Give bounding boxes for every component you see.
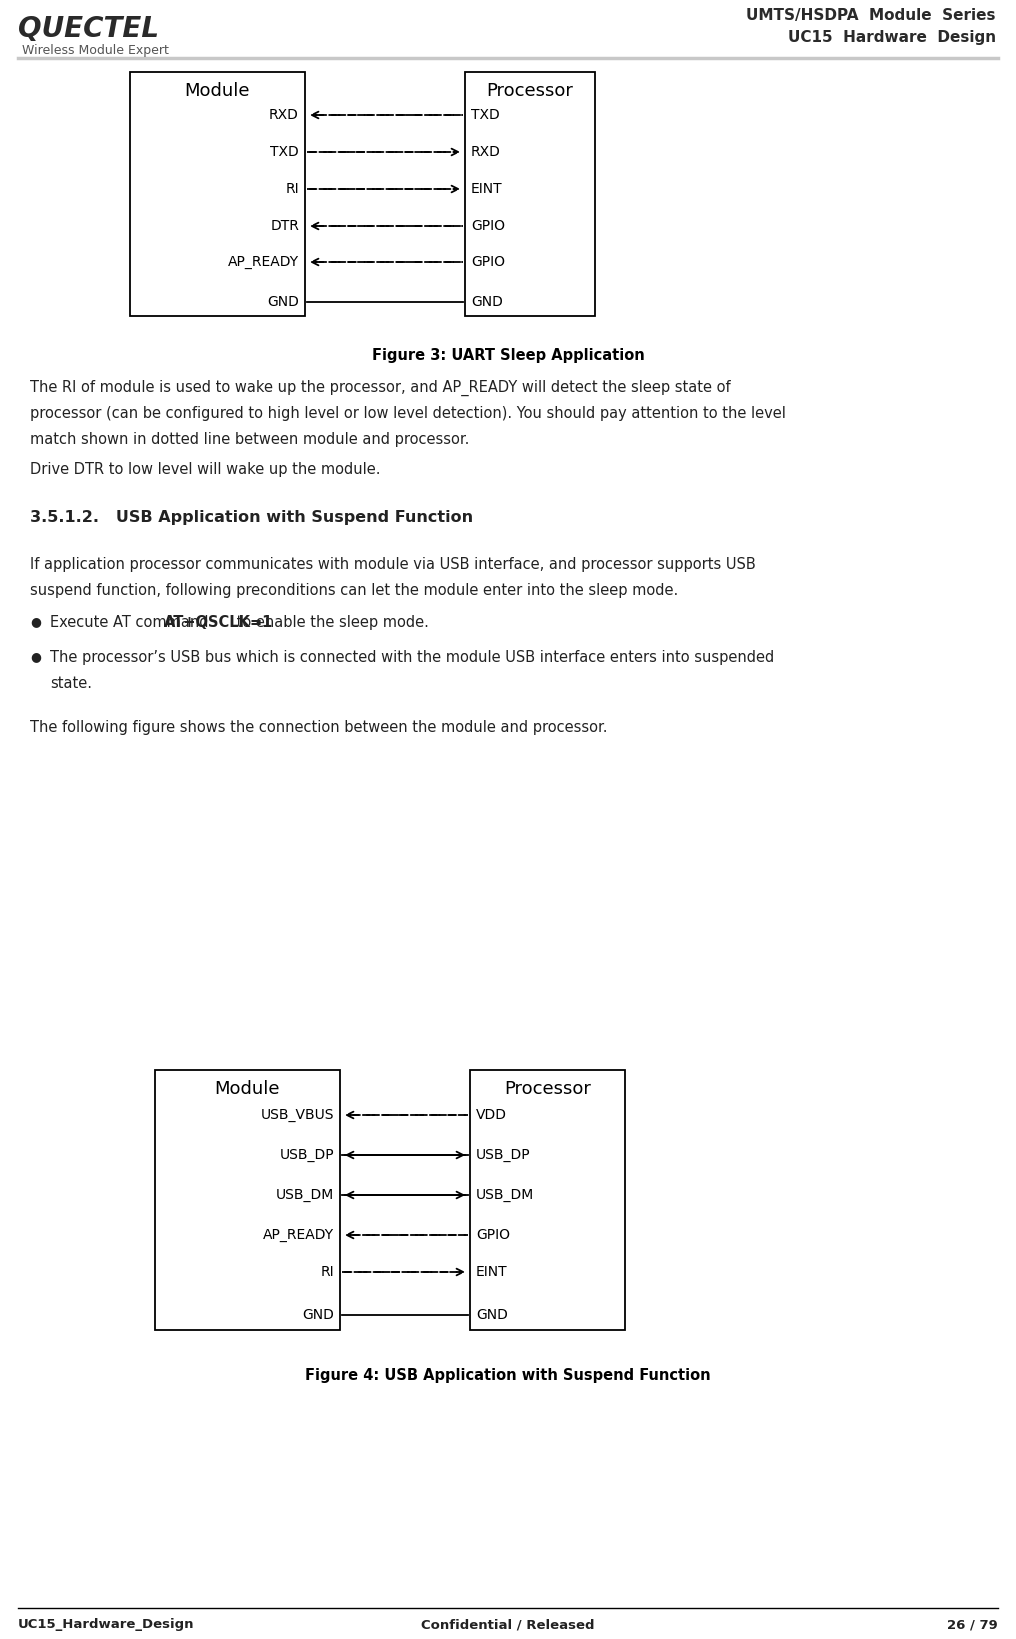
Text: GND: GND	[477, 1308, 508, 1323]
Text: The processor’s USB bus which is connected with the module USB interface enters : The processor’s USB bus which is connect…	[50, 651, 774, 665]
Text: GPIO: GPIO	[477, 1228, 510, 1242]
Text: USB_VBUS: USB_VBUS	[260, 1108, 334, 1123]
Text: state.: state.	[50, 675, 92, 692]
Text: USB_DP: USB_DP	[279, 1147, 334, 1162]
Text: ●: ●	[30, 615, 41, 628]
Text: AP_READY: AP_READY	[228, 256, 299, 269]
Text: USB_DM: USB_DM	[275, 1188, 334, 1201]
Text: TXD: TXD	[270, 144, 299, 159]
Text: The RI of module is used to wake up the processor, and AP_READY will detect the : The RI of module is used to wake up the …	[30, 380, 731, 397]
Text: Wireless Module Expert: Wireless Module Expert	[22, 44, 169, 57]
Text: Figure 3: UART Sleep Application: Figure 3: UART Sleep Application	[372, 347, 644, 362]
Text: Processor: Processor	[504, 1080, 591, 1098]
Text: Module: Module	[185, 82, 250, 100]
Text: match shown in dotted line between module and processor.: match shown in dotted line between modul…	[30, 433, 469, 447]
Text: AT+QSCLK=1: AT+QSCLK=1	[164, 615, 273, 629]
Text: Confidential / Released: Confidential / Released	[422, 1618, 594, 1631]
Text: Drive DTR to low level will wake up the module.: Drive DTR to low level will wake up the …	[30, 462, 381, 477]
Text: Module: Module	[214, 1080, 280, 1098]
Text: UMTS/HSDPA  Module  Series: UMTS/HSDPA Module Series	[747, 8, 996, 23]
Text: suspend function, following preconditions can let the module enter into the slee: suspend function, following precondition…	[30, 583, 679, 598]
Bar	[155, 1070, 340, 1329]
Bar	[130, 72, 305, 316]
Text: TXD: TXD	[471, 108, 500, 121]
Text: 3.5.1.2.   USB Application with Suspend Function: 3.5.1.2. USB Application with Suspend Fu…	[30, 510, 473, 524]
Text: to enable the sleep mode.: to enable the sleep mode.	[232, 615, 429, 629]
Text: VDD: VDD	[477, 1108, 507, 1123]
Text: GPIO: GPIO	[471, 220, 505, 233]
Text: GND: GND	[471, 295, 503, 310]
Text: GPIO: GPIO	[471, 256, 505, 269]
Text: EINT: EINT	[471, 182, 503, 197]
Text: ●: ●	[30, 651, 41, 664]
Text: DTR: DTR	[270, 220, 299, 233]
Text: QUECTEL: QUECTEL	[18, 15, 158, 43]
Text: The following figure shows the connection between the module and processor.: The following figure shows the connectio…	[30, 720, 608, 734]
Text: Execute AT command: Execute AT command	[50, 615, 213, 629]
Text: UC15  Hardware  Design: UC15 Hardware Design	[787, 30, 996, 44]
Text: Processor: Processor	[487, 82, 573, 100]
Text: EINT: EINT	[477, 1265, 508, 1278]
Text: RXD: RXD	[471, 144, 501, 159]
Text: Figure 4: USB Application with Suspend Function: Figure 4: USB Application with Suspend F…	[305, 1369, 711, 1383]
Text: processor (can be configured to high level or low level detection). You should p: processor (can be configured to high lev…	[30, 406, 785, 421]
Text: USB_DP: USB_DP	[477, 1147, 530, 1162]
Text: GND: GND	[267, 295, 299, 310]
Text: 26 / 79: 26 / 79	[947, 1618, 998, 1631]
Text: RI: RI	[320, 1265, 334, 1278]
Text: RI: RI	[285, 182, 299, 197]
Bar	[465, 72, 595, 316]
Text: UC15_Hardware_Design: UC15_Hardware_Design	[18, 1618, 194, 1631]
Text: If application processor communicates with module via USB interface, and process: If application processor communicates wi…	[30, 557, 756, 572]
Text: GND: GND	[302, 1308, 334, 1323]
Text: AP_READY: AP_READY	[263, 1228, 334, 1242]
Bar	[470, 1070, 625, 1329]
Text: RXD: RXD	[269, 108, 299, 121]
Text: USB_DM: USB_DM	[477, 1188, 534, 1201]
